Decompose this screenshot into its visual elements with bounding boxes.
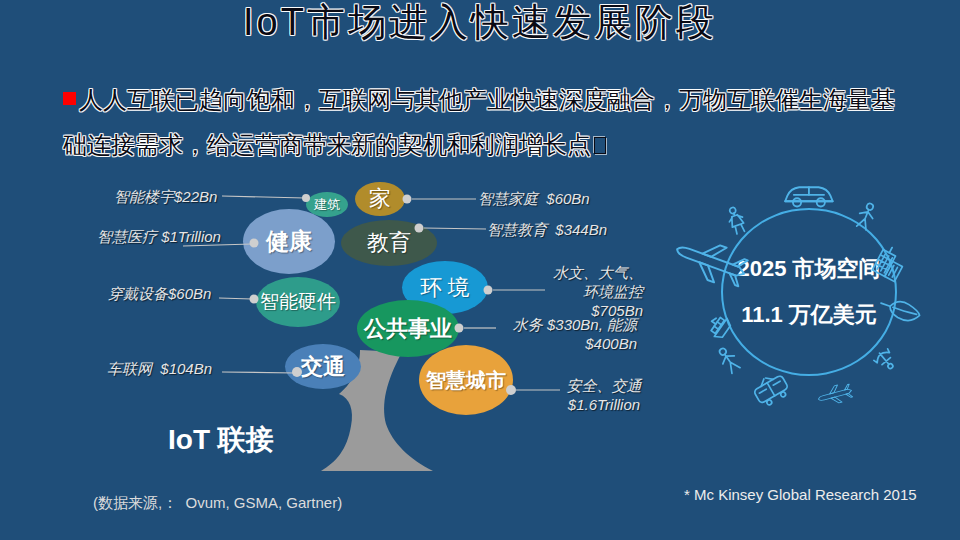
leaf-icon <box>880 290 921 327</box>
person-3-icon <box>725 205 747 235</box>
car-icon <box>785 187 833 206</box>
person-icon <box>855 201 878 231</box>
anchor-icon <box>873 347 899 373</box>
plane-small-icon <box>816 382 853 408</box>
slide: IoT市场进入快速发展阶段 人人互联已趋向饱和，互联网与其他产业快速深度融合，万… <box>0 0 960 540</box>
person-2-icon <box>715 345 741 374</box>
plane-large-icon <box>671 232 751 291</box>
building-icon <box>872 244 908 281</box>
ship-icon <box>705 312 732 340</box>
tram-icon <box>751 371 791 409</box>
iot-icons-graphic <box>0 0 960 540</box>
